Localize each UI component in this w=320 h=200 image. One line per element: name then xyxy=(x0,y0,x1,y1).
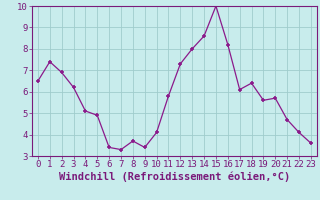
X-axis label: Windchill (Refroidissement éolien,°C): Windchill (Refroidissement éolien,°C) xyxy=(59,172,290,182)
